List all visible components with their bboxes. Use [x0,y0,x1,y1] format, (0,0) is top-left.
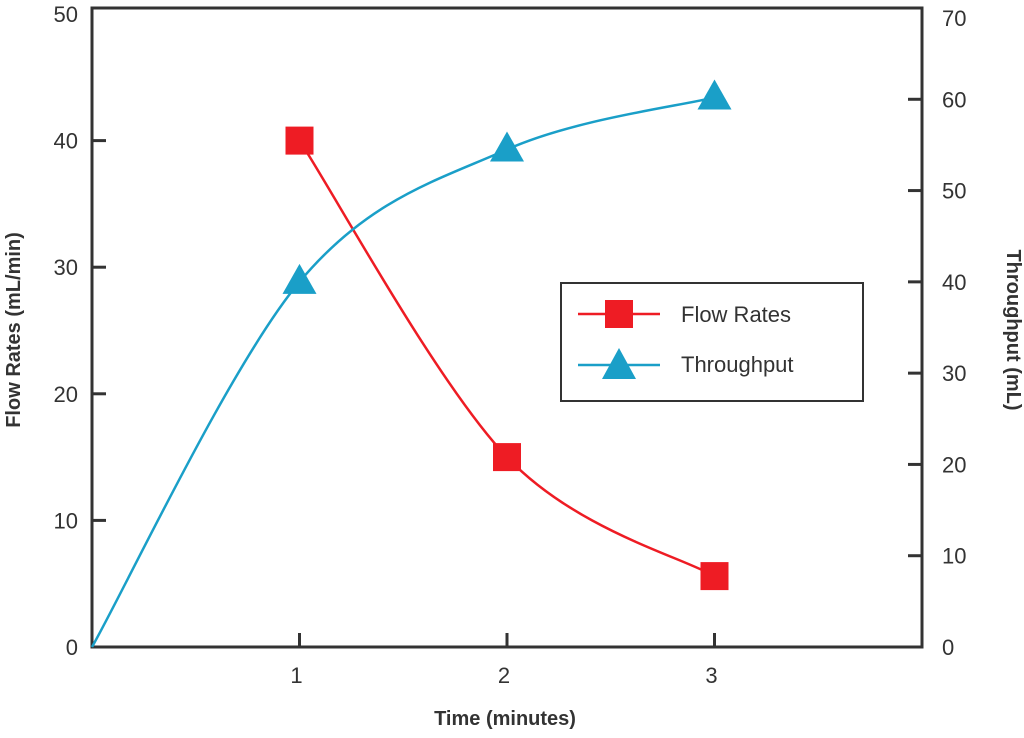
data-point-flow-rates [285,126,314,155]
legend: Flow Rates Throughput [560,282,864,402]
y2-tick-label: 70 [942,6,966,31]
legend-marker-throughput [602,348,636,379]
data-point-flow-rates [700,562,729,591]
y2-tick-label: 40 [942,270,966,295]
series-line-throughput [90,96,715,648]
legend-label-throughput: Throughput [681,352,794,377]
y2-tick-label: 60 [942,87,966,112]
y-tick-label: 20 [54,382,78,407]
y2-tick-label: 0 [942,635,954,660]
y-tick-label: 40 [54,129,78,154]
y2-tick-label: 30 [942,361,966,386]
x-tick-label: 1 [290,663,302,688]
legend-marker-flow-rates [605,300,633,328]
data-point-throughput [697,79,732,110]
y-tick-label: 30 [54,255,78,280]
x-axis-label: Time (minutes) [434,708,576,730]
y2-tick-label: 50 [942,179,966,204]
data-point-throughput [490,131,524,162]
y-axis-label: Flow Rates (mL/min) [3,232,25,428]
y2-axis-label: Throughput (mL) [1002,249,1024,410]
x-tick-label: 3 [705,663,717,688]
y2-tick-label: 20 [942,452,966,477]
y-tick-label: 0 [66,635,78,660]
data-point-flow-rates [493,443,521,472]
y-tick-label: 50 [54,2,78,27]
y-tick-label: 10 [54,508,78,533]
legend-label-flow-rates: Flow Rates [681,302,791,327]
data-point-throughput [282,263,317,294]
y2-tick-label: 10 [942,544,966,569]
x-tick-label: 2 [498,663,510,688]
